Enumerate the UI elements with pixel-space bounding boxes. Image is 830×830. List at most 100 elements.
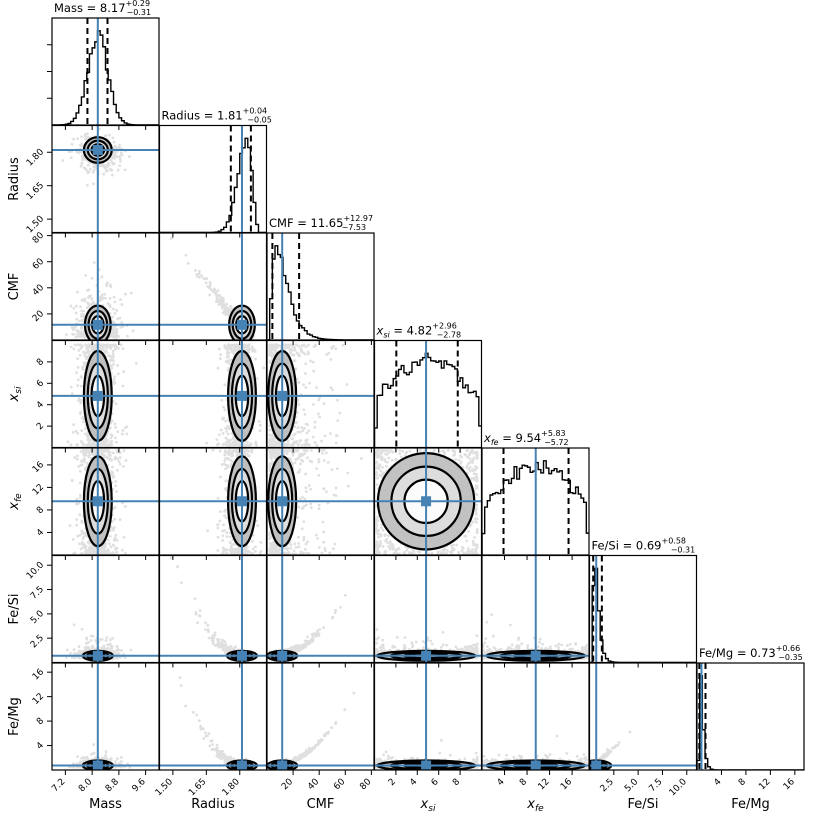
title-mass: Mass = 8.17+0.29 — [54, 0, 150, 15]
scatter-panel-xsi-fesi — [373, 554, 483, 668]
truth-marker — [92, 390, 103, 401]
y-tick-label-xfe: 8 — [35, 505, 46, 516]
samples — [169, 556, 257, 661]
x-tick-label-xfe: 12 — [537, 777, 552, 792]
y-tick-label-femg: 8 — [35, 716, 46, 727]
truth-marker — [277, 390, 288, 401]
x-tick-label-mass: 8.8 — [104, 777, 121, 794]
x-tick-label-xsi: 8 — [451, 777, 462, 788]
title-minus-fesi: −0.31 — [671, 546, 696, 555]
truth-marker — [277, 496, 288, 507]
truth-marker — [92, 760, 103, 770]
truth-marker — [277, 650, 288, 661]
scatter-panel-mass-radius — [47, 124, 160, 238]
truth-marker — [92, 145, 103, 156]
scatter-panel-xfe-femg — [481, 662, 590, 775]
x-tick-label-xfe: 8 — [518, 777, 529, 788]
x-tick-label-femg: 8 — [737, 777, 748, 788]
x-tick-label-femg: 12 — [757, 777, 772, 792]
scatter-panel-radius-cmf — [158, 232, 268, 345]
y-tick-label-femg: 12 — [31, 692, 46, 707]
title-minus-cmf: −7.53 — [342, 223, 367, 232]
y-tick-label-cmf: 20 — [31, 309, 46, 324]
panel-frame — [373, 662, 483, 771]
scatter-panel-mass-xfe — [47, 447, 160, 560]
hist-panel-cmf — [266, 232, 375, 345]
title-minus-xsi: −2.78 — [437, 331, 462, 340]
histogram-xsi — [374, 352, 482, 448]
hist-panel-xfe — [481, 447, 590, 560]
truth-marker — [236, 760, 247, 770]
panel-frame — [696, 662, 805, 771]
y-tick-label-radius: 1.65 — [25, 181, 46, 202]
x-tick-label-xfe: 16 — [559, 777, 574, 792]
x-tick-label-fesi: 5.0 — [623, 777, 640, 794]
truth-marker — [236, 496, 247, 507]
hist-panel-femg — [696, 662, 805, 775]
truth-marker — [421, 496, 432, 507]
title-minus-xfe: −5.72 — [544, 438, 569, 447]
scatter-panel-xsi-xfe — [373, 447, 483, 560]
x-axis-label-fesi: Fe/Si — [627, 797, 658, 812]
truth-marker — [92, 650, 103, 661]
y-tick-label-cmf: 60 — [31, 257, 46, 272]
truth-marker — [421, 650, 432, 661]
y-tick-label-radius: 1.80 — [25, 147, 46, 168]
x-tick-label-radius: 1.65 — [187, 777, 208, 798]
y-tick-label-xsi: 2 — [35, 421, 46, 432]
x-axis-label-cmf: CMF — [307, 797, 335, 812]
x-axis-label-xfe: xfe — [526, 797, 544, 814]
y-tick-label-femg: 4 — [35, 740, 46, 751]
title-femg: Fe/Mg = 0.73+0.66 — [699, 644, 800, 660]
panel-frame — [51, 662, 160, 771]
scatter-panel-xsi-femg — [373, 662, 483, 775]
truth-marker — [92, 319, 103, 330]
truth-marker — [236, 319, 247, 330]
x-tick-label-cmf: 80 — [358, 777, 373, 792]
x-tick-label-femg: 4 — [712, 777, 723, 788]
x-tick-label-cmf: 40 — [306, 777, 321, 792]
x-tick-label-xsi: 4 — [408, 777, 419, 788]
samples — [178, 676, 256, 770]
y-tick-label-cmf: 40 — [31, 283, 46, 298]
truth-marker — [236, 390, 247, 401]
scatter-panel-fesi-femg — [588, 662, 698, 775]
truth-marker — [530, 760, 541, 770]
y-tick-label-xsi: 4 — [35, 400, 46, 411]
x-tick-label-mass: 8.0 — [77, 777, 94, 794]
scatter-panel-mass-xsi — [47, 339, 160, 453]
y-tick-label-fesi: 2.5 — [29, 633, 46, 650]
x-axis-label-radius: Radius — [191, 797, 235, 812]
y-tick-label-femg: 16 — [31, 667, 46, 682]
panel-frame — [158, 662, 268, 771]
x-tick-label-mass: 7.2 — [50, 777, 67, 794]
histogram-femg — [697, 675, 804, 770]
x-tick-label-cmf: 60 — [332, 777, 347, 792]
y-tick-label-fesi: 7.5 — [29, 585, 46, 602]
truth-marker — [530, 650, 541, 661]
hist-panel-xsi — [373, 339, 483, 453]
y-tick-label-fesi: 5.0 — [29, 609, 46, 626]
title-radius: Radius = 1.81+0.04 — [162, 107, 268, 123]
y-tick-label-xfe: 12 — [31, 482, 46, 497]
x-axis-label-femg: Fe/Mg — [731, 797, 770, 812]
title-xsi: xsi = 4.82+2.96 — [376, 322, 457, 340]
scatter-panel-cmf-xfe — [266, 447, 375, 560]
panel-frame — [51, 17, 160, 126]
scatter-panel-mass-cmf — [47, 232, 160, 345]
y-axis-label-radius: Radius — [7, 157, 22, 201]
y-axis-label-xfe: xfe — [7, 493, 24, 511]
scatter-panel-mass-fesi — [47, 554, 160, 668]
truth-marker — [236, 650, 247, 661]
y-axis-label-femg: Fe/Mg — [7, 697, 22, 736]
panel-frame — [51, 554, 160, 664]
title-fesi: Fe/Si = 0.69+0.58 — [592, 537, 687, 553]
title-cmf: CMF = 11.65+12.97 — [269, 214, 373, 230]
scatter-panel-mass-femg — [47, 662, 160, 775]
y-tick-label-fesi: 10.0 — [25, 560, 46, 581]
panel-frame — [158, 554, 268, 664]
hist-panel-fesi — [588, 554, 698, 668]
x-axis-label-xsi: xsi — [420, 797, 436, 814]
scatter-panel-radius-femg — [158, 662, 268, 775]
x-tick-label-fesi: 10.0 — [668, 777, 689, 798]
